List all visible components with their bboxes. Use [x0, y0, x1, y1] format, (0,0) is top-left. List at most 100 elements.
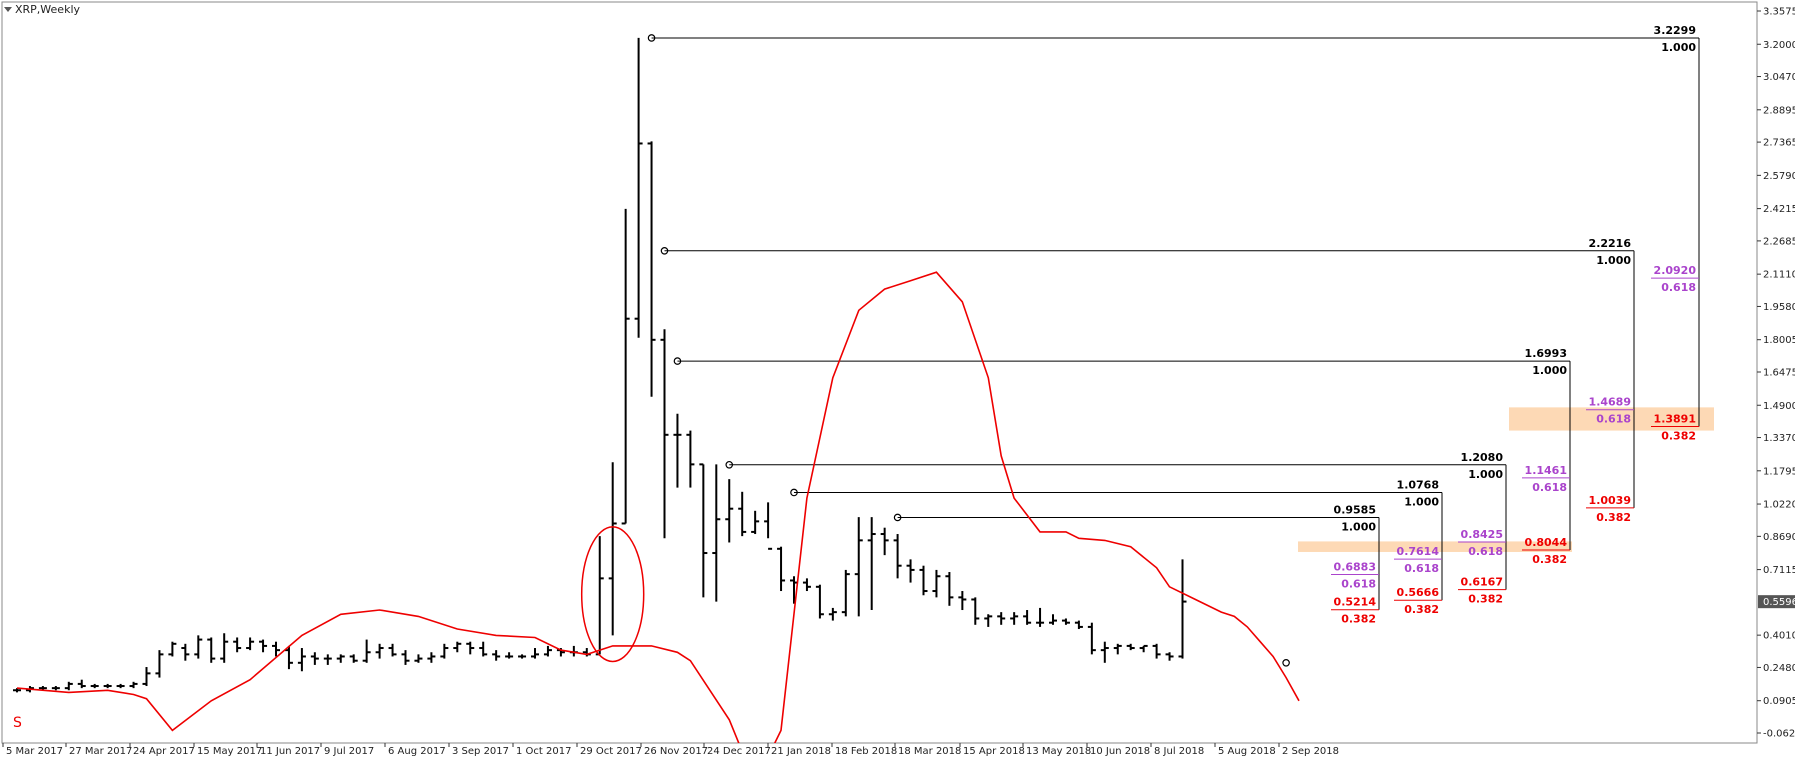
swing-point-marker	[647, 34, 656, 42]
chart-title: XRP,Weekly	[15, 3, 81, 16]
highlight-ellipse	[580, 526, 645, 663]
swing-point-marker	[660, 247, 669, 255]
fib-382-price: 0.5214	[1334, 596, 1377, 609]
fib-618-price: 0.8425	[1461, 528, 1503, 541]
time-tick-label: 18 Mar 2018	[898, 746, 961, 757]
swing-point-marker	[673, 357, 682, 365]
time-tick-label: 5 Mar 2017	[6, 746, 63, 757]
fib-618-ratio: 0.618	[1532, 481, 1567, 494]
time-tick-label: 3 Sep 2017	[452, 746, 509, 757]
chart-frame	[1, 1, 1758, 744]
fib-top-price: 1.6993	[1525, 347, 1567, 360]
time-tick-label: 15 Apr 2018	[963, 746, 1025, 757]
time-tick-label: 13 May 2018	[1026, 746, 1091, 757]
time-tick-label: 15 May 2017	[197, 746, 262, 757]
fib-top-price: 1.2080	[1461, 451, 1504, 464]
price-tick-label: 0.7115	[1763, 565, 1795, 576]
fib-618-price: 2.0920	[1654, 264, 1697, 277]
swing-point-marker	[790, 488, 798, 497]
fib-382-price: 1.0039	[1589, 494, 1631, 507]
fib-618-ratio: 0.618	[1404, 562, 1439, 575]
fibonacci-levels[interactable]: 3.2299 1.000 2.0920 0.618 1.3891 0.382 2.2216 1…	[651, 24, 1700, 626]
fib-top-ratio: 1.000	[1468, 468, 1503, 481]
price-tick-label: 0.8690	[1763, 532, 1795, 543]
price-tick-label: 3.3575	[1763, 7, 1795, 18]
price-tick-label: 1.1795	[1763, 466, 1795, 477]
fib-382-price: 1.3891	[1654, 413, 1696, 426]
moving-average-line	[16, 271, 1300, 743]
price-tick-label: 1.9580	[1763, 302, 1795, 313]
plot-border	[1, 1, 1758, 744]
time-tick-label: 9 Jul 2017	[324, 746, 374, 757]
price-tick-label: 1.6475	[1763, 368, 1795, 379]
price-axis: 3.3575 3.2000 3.0470 2.8895 2.7365 2.5790 2.42…	[1757, 7, 1795, 740]
current-price-label: 0.5596	[1763, 597, 1795, 608]
fib-top-ratio: 1.000	[1596, 254, 1631, 267]
price-tick-label: 1.4900	[1763, 401, 1795, 412]
fib-382-ratio: 0.382	[1661, 430, 1696, 443]
fib-382-ratio: 0.382	[1341, 613, 1376, 626]
price-tick-label: 0.0905	[1763, 696, 1795, 707]
fib-618-ratio: 0.618	[1468, 545, 1503, 558]
fib-382-price: 0.8044	[1525, 536, 1568, 549]
price-tick-label: 2.4215	[1763, 204, 1795, 215]
fib-618-ratio: 0.618	[1661, 281, 1696, 294]
price-tick-label: 2.8895	[1763, 105, 1795, 116]
fib-618-price: 1.1461	[1525, 464, 1567, 477]
price-tick-label: -0.0625	[1763, 729, 1795, 740]
price-tick-label: 2.5790	[1763, 171, 1795, 182]
collapse-triangle-icon[interactable]	[4, 7, 12, 12]
fib-618-price: 1.4689	[1589, 396, 1631, 409]
moving-average	[16, 271, 1300, 743]
time-tick-label: 29 Oct 2017	[580, 746, 642, 757]
fib-382-price: 0.6167	[1461, 576, 1503, 589]
fib-618-price: 0.6883	[1334, 560, 1376, 573]
time-tick-label: 21 Jan 2018	[771, 746, 831, 757]
overlay-annotations: S	[13, 526, 645, 731]
fib-zones	[1298, 407, 1714, 552]
time-tick-label: 11 Jun 2017	[260, 746, 320, 757]
swing-point-marker	[725, 460, 734, 469]
fib-top-ratio: 1.000	[1532, 364, 1567, 377]
fib-618-ratio: 0.618	[1596, 413, 1631, 426]
price-tick-label: 2.2685	[1763, 236, 1795, 247]
fib-382-ratio: 0.382	[1468, 593, 1503, 606]
time-axis: 5 Mar 2017 27 Mar 2017 24 Apr 2017 15 May 2…	[2, 743, 1339, 757]
time-tick-label: 24 Dec 2017	[707, 746, 771, 757]
fib-382-ratio: 0.382	[1596, 511, 1631, 524]
time-tick-label: 18 Feb 2018	[835, 746, 897, 757]
time-tick-label: 2 Sep 2018	[1282, 746, 1339, 757]
fib-618-ratio: 0.618	[1341, 577, 1376, 590]
price-tick-label: 2.1110	[1763, 270, 1795, 281]
signal-marker: S	[13, 715, 22, 731]
swing-markers	[647, 34, 1290, 667]
fib-top-price: 2.2216	[1589, 237, 1632, 250]
time-tick-label: 5 Aug 2018	[1218, 746, 1276, 757]
fib-confluence-zone	[1509, 407, 1714, 431]
fib-382-price: 0.5666	[1397, 586, 1440, 599]
price-tick-label: 1.3370	[1763, 433, 1795, 444]
price-tick-label: 1.8005	[1763, 335, 1795, 346]
chart-title-box[interactable]: XRP,Weekly	[4, 3, 80, 16]
time-tick-label: 8 Jul 2018	[1154, 746, 1204, 757]
price-tick-label: 1.0220	[1763, 500, 1795, 511]
fib-top-price: 3.2299	[1654, 24, 1696, 37]
price-tick-label: 3.2000	[1763, 40, 1795, 51]
ohlc-bars	[13, 37, 1187, 693]
time-tick-label: 6 Aug 2017	[388, 746, 446, 757]
time-tick-label: 24 Apr 2017	[133, 746, 195, 757]
swing-point-marker	[1282, 659, 1290, 667]
price-tick-label: 2.7365	[1763, 138, 1795, 149]
price-tick-label: 3.0470	[1763, 72, 1795, 83]
time-tick-label: 27 Mar 2017	[69, 746, 132, 757]
fib-382-ratio: 0.382	[1532, 553, 1567, 566]
price-tick-label: 0.2480	[1763, 663, 1795, 674]
price-tick-label: 0.4010	[1763, 631, 1795, 642]
fib-top-ratio: 1.000	[1404, 495, 1439, 508]
current-price-badge	[1758, 595, 1795, 609]
fib-top-ratio: 1.000	[1661, 41, 1696, 54]
time-tick-label: 26 Nov 2017	[644, 746, 708, 757]
time-tick-label: 1 Oct 2017	[516, 746, 571, 757]
fib-top-price: 1.0768	[1397, 478, 1439, 491]
